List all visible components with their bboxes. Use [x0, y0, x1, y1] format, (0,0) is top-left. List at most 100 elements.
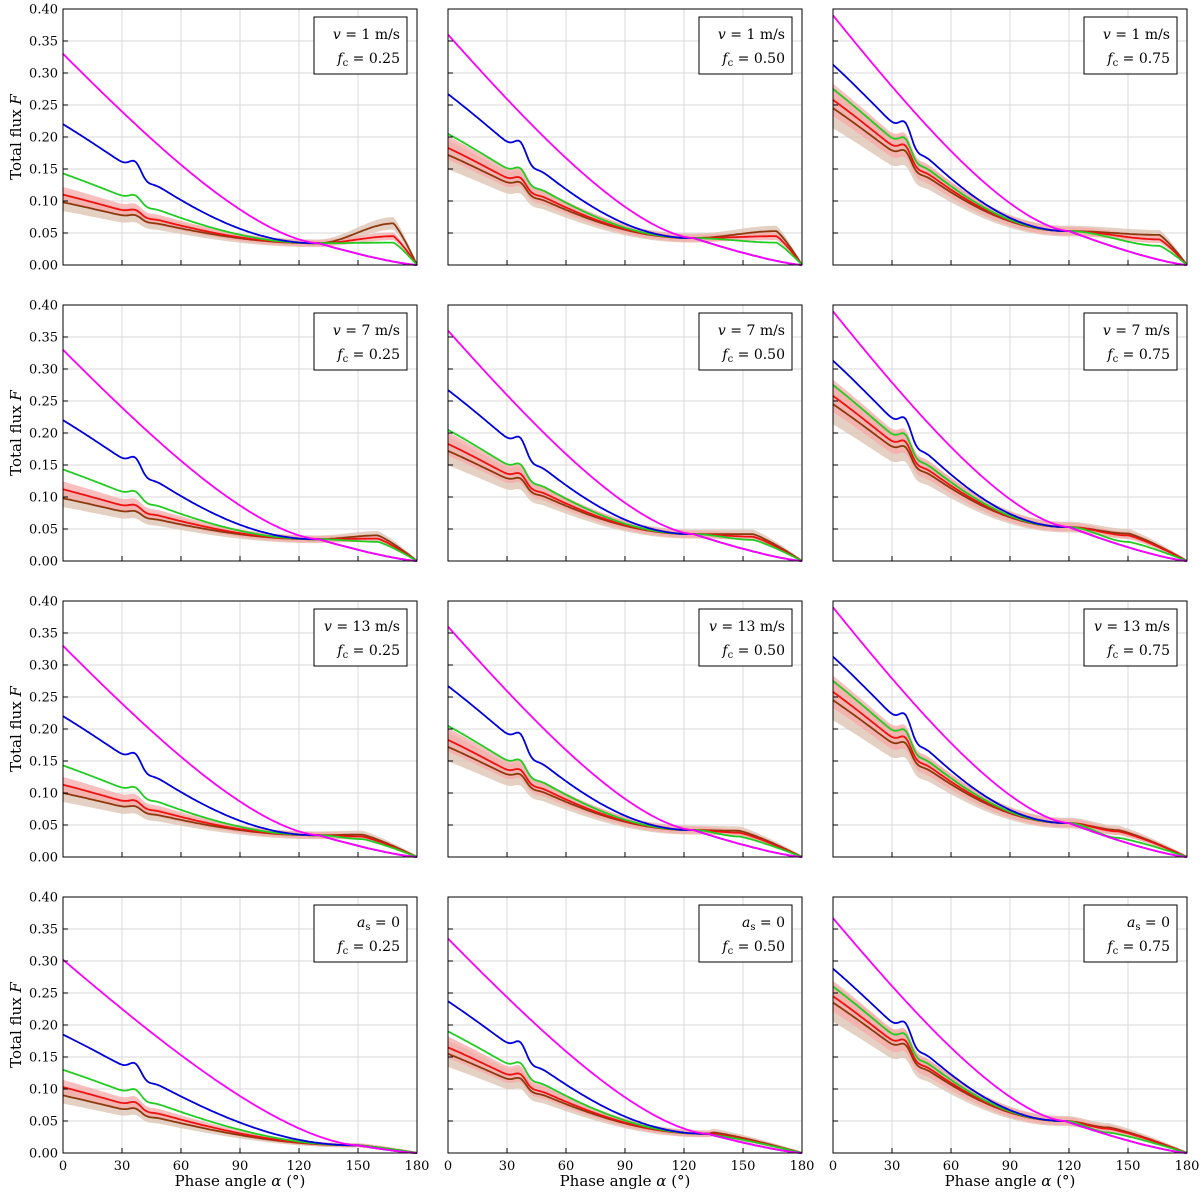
legend-line-1: v = 1 m/s [718, 27, 785, 43]
y-tick-label: 0.00 [29, 259, 58, 274]
y-tick-label: 0.30 [29, 955, 58, 970]
legend-line-2: fc = 0.50 [721, 643, 785, 661]
legend-line-2: fc = 0.75 [1106, 51, 1170, 69]
uncertainty-band-red [63, 776, 417, 857]
y-tick-label: 0.15 [29, 459, 58, 474]
legend-line-2: fc = 0.25 [336, 939, 400, 957]
legend-line-1: v = 7 m/s [333, 323, 400, 339]
legend-box [313, 904, 408, 963]
legend-line-2: fc = 0.25 [336, 643, 400, 661]
series-line-magenta [447, 33, 803, 266]
x-tick-label: 180 [790, 1159, 815, 1174]
x-tick-label: 30 [114, 1159, 131, 1174]
x-tick-label: 180 [405, 1159, 430, 1174]
series-line-brown [62, 201, 418, 266]
series-line-magenta [832, 606, 1188, 858]
series-line-green [447, 1030, 803, 1154]
legend-box [698, 16, 793, 75]
legend-box [313, 312, 408, 371]
chart-panel: v = 13 m/s fc = 0.75 [832, 600, 1188, 858]
chart-panel: 0.00 0.05 0.10 0.15 0.20 0.25 0.30 0.35 0.40 v = … [29, 299, 418, 570]
series-line-magenta [832, 310, 1188, 562]
series-line-magenta [62, 349, 418, 562]
x-axis-label: Phase angle α (°) [560, 1172, 691, 1190]
y-tick-label: 0.10 [29, 195, 58, 210]
legend-line-1: as = 0 [1127, 915, 1170, 933]
chart-panel: v = 1 m/s fc = 0.75 [832, 8, 1188, 266]
series-line-brown [62, 497, 418, 562]
y-tick-label: 0.15 [29, 163, 58, 178]
x-tick-label: 150 [731, 1159, 756, 1174]
y-tick-label: 0.25 [29, 987, 58, 1002]
y-tick-label: 0.30 [29, 67, 58, 82]
chart-panel: 0 30 60 90 120 150 180 as = 0 fc = 0.50 [444, 896, 815, 1174]
x-tick-label: 90 [232, 1159, 249, 1174]
y-tick-label: 0.35 [29, 35, 58, 50]
uncertainty-band-brown [833, 680, 1187, 857]
x-axis-label: Phase angle α (°) [175, 1172, 306, 1190]
y-tick-label: 0.10 [29, 1083, 58, 1098]
y-tick-label: 0.40 [29, 299, 58, 314]
x-tick-label: 0 [829, 1159, 837, 1174]
legend-box [698, 904, 793, 963]
series-line-magenta [62, 645, 418, 858]
y-tick-label: 0.00 [29, 1147, 58, 1162]
legend-line-1: as = 0 [742, 915, 785, 933]
legend-box [313, 608, 408, 667]
legend-line-2: fc = 0.75 [1106, 347, 1170, 365]
series-line-green [447, 429, 803, 562]
x-tick-label: 120 [1057, 1159, 1082, 1174]
y-tick-label: 0.10 [29, 491, 58, 506]
chart-panel: 0.00 0.05 0.10 0.15 0.20 0.25 0.30 0.35 0.40 v = … [29, 595, 418, 866]
legend-line-2: fc = 0.75 [1106, 643, 1170, 661]
x-tick-label: 60 [173, 1159, 190, 1174]
series-line-red [62, 193, 418, 266]
legend-line-1: v = 13 m/s [324, 619, 400, 635]
x-tick-label: 60 [943, 1159, 960, 1174]
y-tick-label: 0.15 [29, 755, 58, 770]
uncertainty-band-brown [448, 436, 802, 561]
series-line-green [62, 468, 418, 562]
series-line-magenta [62, 53, 418, 266]
y-tick-label: 0.30 [29, 659, 58, 674]
y-axis-label: Total flux F [7, 982, 25, 1068]
y-tick-label: 0.05 [29, 227, 58, 242]
series-line-magenta [832, 14, 1188, 266]
legend-box [313, 16, 408, 75]
legend-line-1: v = 7 m/s [1103, 323, 1170, 339]
legend-line-1: v = 1 m/s [1103, 27, 1170, 43]
y-axis-label: Total flux F [7, 686, 25, 772]
x-tick-label: 90 [617, 1159, 634, 1174]
chart-panel: 0 30 60 90 120 150 180 as = 0 fc = 0.75 [829, 896, 1199, 1174]
x-tick-label: 90 [1002, 1159, 1019, 1174]
y-tick-label: 0.25 [29, 99, 58, 114]
panels-group: 0.00 0.05 0.10 0.15 0.20 0.25 0.30 0.35 0.40 v = … [29, 3, 1199, 1175]
legend-box [1083, 312, 1178, 371]
series-line-green [62, 172, 418, 266]
y-axis-label: Total flux F [7, 390, 25, 476]
x-tick-label: 120 [287, 1159, 312, 1174]
uncertainty-band-brown [448, 140, 802, 265]
series-line-magenta [447, 329, 803, 562]
series-line-magenta [447, 625, 803, 858]
series-line-magenta [832, 917, 1188, 1154]
legend-box [698, 608, 793, 667]
y-tick-label: 0.25 [29, 395, 58, 410]
y-tick-label: 0.00 [29, 555, 58, 570]
y-tick-label: 0.30 [29, 363, 58, 378]
x-tick-label: 30 [884, 1159, 901, 1174]
y-tick-label: 0.35 [29, 331, 58, 346]
x-axis-label: Phase angle α (°) [945, 1172, 1076, 1190]
legend-line-1: v = 1 m/s [333, 27, 400, 43]
legend-line-2: fc = 0.50 [721, 939, 785, 957]
legend-line-1: v = 7 m/s [718, 323, 785, 339]
series-line-green [832, 88, 1188, 266]
y-tick-label: 0.35 [29, 923, 58, 938]
series-line-magenta [447, 937, 803, 1154]
series-line-red [62, 488, 418, 562]
legend-line-2: fc = 0.25 [336, 347, 400, 365]
y-tick-label: 0.40 [29, 3, 58, 18]
series-line-green [447, 725, 803, 858]
x-tick-label: 150 [1116, 1159, 1141, 1174]
